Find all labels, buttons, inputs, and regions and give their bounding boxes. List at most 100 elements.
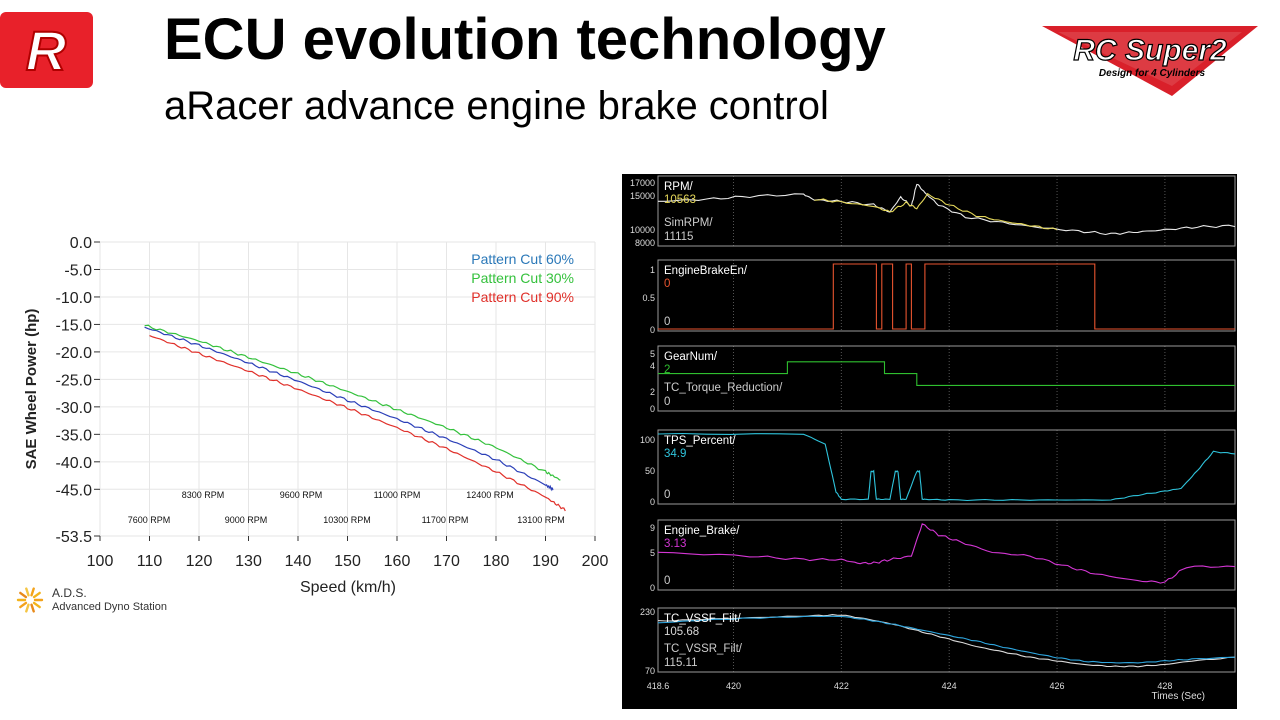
x-tick-label: 140	[285, 553, 312, 570]
y-tick-label: -45.0	[56, 482, 93, 499]
logger-series-rpm	[658, 183, 1236, 236]
x-tick-label: 160	[384, 553, 411, 570]
logo-tagline: Design for 4 Cylinders	[1099, 68, 1206, 79]
logger-x-tick-label: 424	[942, 681, 957, 691]
rc-super2-logo: RC Super2 Design for 4 Cylinders	[1022, 20, 1278, 100]
logger-y-tick-label: 0	[650, 404, 655, 414]
logger-channel-name: Engine_Brake/	[664, 525, 740, 537]
x-tick-label: 200	[582, 553, 609, 570]
logger-panel-frame	[657, 345, 1236, 412]
logger-channel-name: TC_Torque_Reduction/	[664, 382, 783, 394]
x-tick-label: 110	[137, 553, 163, 570]
logger-y-tick-label: 9	[650, 523, 655, 533]
logger-channel-name: RPM/	[664, 181, 694, 193]
logger-panel-frame	[657, 519, 1236, 591]
sun-ray	[25, 587, 30, 597]
logger-channel-value: 3.13	[664, 538, 686, 550]
logger-channel-name: SimRPM/	[664, 217, 713, 229]
y-tick-label: -10.0	[56, 290, 93, 307]
logger-channel-value: 105.68	[664, 626, 699, 638]
logger-x-axis-label: Times (Sec)	[1151, 691, 1205, 702]
logger-channel-value: 0	[664, 316, 670, 328]
logger-y-tick-label: 50	[645, 466, 655, 476]
logger-panel-frame	[657, 175, 1236, 247]
x-axis-label: Speed (km/h)	[300, 579, 396, 596]
dyno-power-chart: 0.0 -5.0 -10.0 -15.0 -20.0 -25.0 -30.0 -35.0 -40…	[23, 235, 609, 596]
ads-logo: A.D.S. Advanced Dyno Station	[16, 582, 216, 622]
y-tick-label: -53.5	[56, 529, 93, 546]
logger-x-tick-label: 426	[1050, 681, 1065, 691]
logger-y-tick-label: 2	[650, 387, 655, 397]
sun-ray	[30, 603, 35, 613]
y-tick-label: -25.0	[56, 372, 93, 389]
x-tick-label: 150	[334, 553, 361, 570]
x-tick-label: 180	[483, 553, 510, 570]
logger-series-vss	[657, 615, 1236, 664]
logger-x-tick-label: 418.6	[647, 681, 670, 691]
page-subtitle: aRacer advance engine brake control	[164, 84, 829, 128]
x-tick-label: 190	[532, 553, 559, 570]
sun-ray	[32, 601, 41, 609]
logger-channel-value: 0	[664, 396, 670, 408]
logger-y-tick-label: 0	[650, 325, 655, 335]
y-tick-label: -20.0	[56, 345, 93, 362]
y-tick-label: -35.0	[56, 427, 93, 444]
y-tick-label: 0.0	[70, 235, 92, 252]
rpm-annotation: 8300 RPM	[182, 490, 225, 500]
logger-y-tick-label: 0.5	[642, 293, 655, 303]
aracer-r-icon: R	[25, 18, 68, 83]
logger-y-tick-label: 0	[650, 497, 655, 507]
sun-ray	[25, 603, 30, 613]
logger-y-tick-label: 1	[650, 265, 655, 275]
y-tick-label: -40.0	[56, 455, 93, 472]
rpm-annotation: 13100 RPM	[517, 515, 565, 525]
legend-entry: Pattern Cut 60%	[471, 251, 574, 267]
rpm-annotation: 7600 RPM	[128, 515, 171, 525]
logger-channel-value: 0	[664, 278, 670, 290]
rpm-annotation: 9000 RPM	[225, 515, 268, 525]
logger-channel-value: 11115	[664, 231, 693, 243]
logger-y-tick-label: 5	[650, 349, 655, 359]
logger-channel-name: EngineBrakeEn/	[664, 265, 748, 277]
logger-panel-frame	[657, 429, 1236, 505]
logo-letter: R	[26, 19, 67, 82]
logger-series-engbrake_en	[658, 263, 1235, 330]
aracer-logo: R	[0, 12, 93, 88]
rpm-annotation: 11000 RPM	[374, 490, 421, 500]
logger-y-tick-label: 10000	[630, 225, 655, 235]
data-logger-chart: 1700015000100008000RPM/10563SimRPM/11115…	[622, 174, 1237, 709]
logger-channel-name: TC_VSSR_Filt/	[664, 643, 743, 655]
logger-x-tick-label: 428	[1157, 681, 1172, 691]
logger-series-gear	[658, 361, 1235, 386]
ads-fullname: Advanced Dyno Station	[52, 601, 167, 613]
ads-name: A.D.S.	[52, 586, 87, 600]
logger-channel-value: 0	[664, 575, 670, 587]
logger-channel-name: TPS_Percent/	[664, 435, 736, 447]
rpm-annotation: 11700 RPM	[422, 515, 469, 525]
legend-entry: Pattern Cut 90%	[471, 289, 574, 305]
logger-series-rpm	[814, 192, 1058, 231]
rpm-annotation: 12400 RPM	[466, 490, 514, 500]
logger-channel-value: 0	[664, 489, 670, 501]
logger-y-tick-label: 0	[650, 583, 655, 593]
y-tick-label: -5.0	[64, 262, 92, 279]
logger-channel-value: 34.9	[664, 448, 686, 460]
x-tick-label: 170	[433, 553, 460, 570]
logger-y-tick-label: 230	[640, 607, 655, 617]
logger-panel-frame	[657, 607, 1236, 673]
logger-channel-value: 10563	[664, 194, 696, 206]
logger-series-tps	[657, 432, 1236, 502]
rpm-annotation: 9600 RPM	[280, 490, 323, 500]
x-tick-label: 120	[186, 553, 213, 570]
page-title: ECU evolution technology	[164, 7, 886, 72]
logger-x-tick-label: 422	[834, 681, 849, 691]
sun-ray	[32, 591, 41, 599]
y-tick-label: -30.0	[56, 400, 93, 417]
logger-y-tick-label: 17000	[630, 178, 655, 188]
x-tick-label: 100	[87, 553, 114, 570]
logger-series-vss	[657, 614, 1236, 668]
logger-series-engine_brake	[657, 523, 1236, 584]
series-line-1	[144, 326, 554, 492]
y-axis-label: SAE Wheel Power (hp)	[23, 309, 40, 470]
logger-channel-value: 2	[664, 364, 670, 376]
